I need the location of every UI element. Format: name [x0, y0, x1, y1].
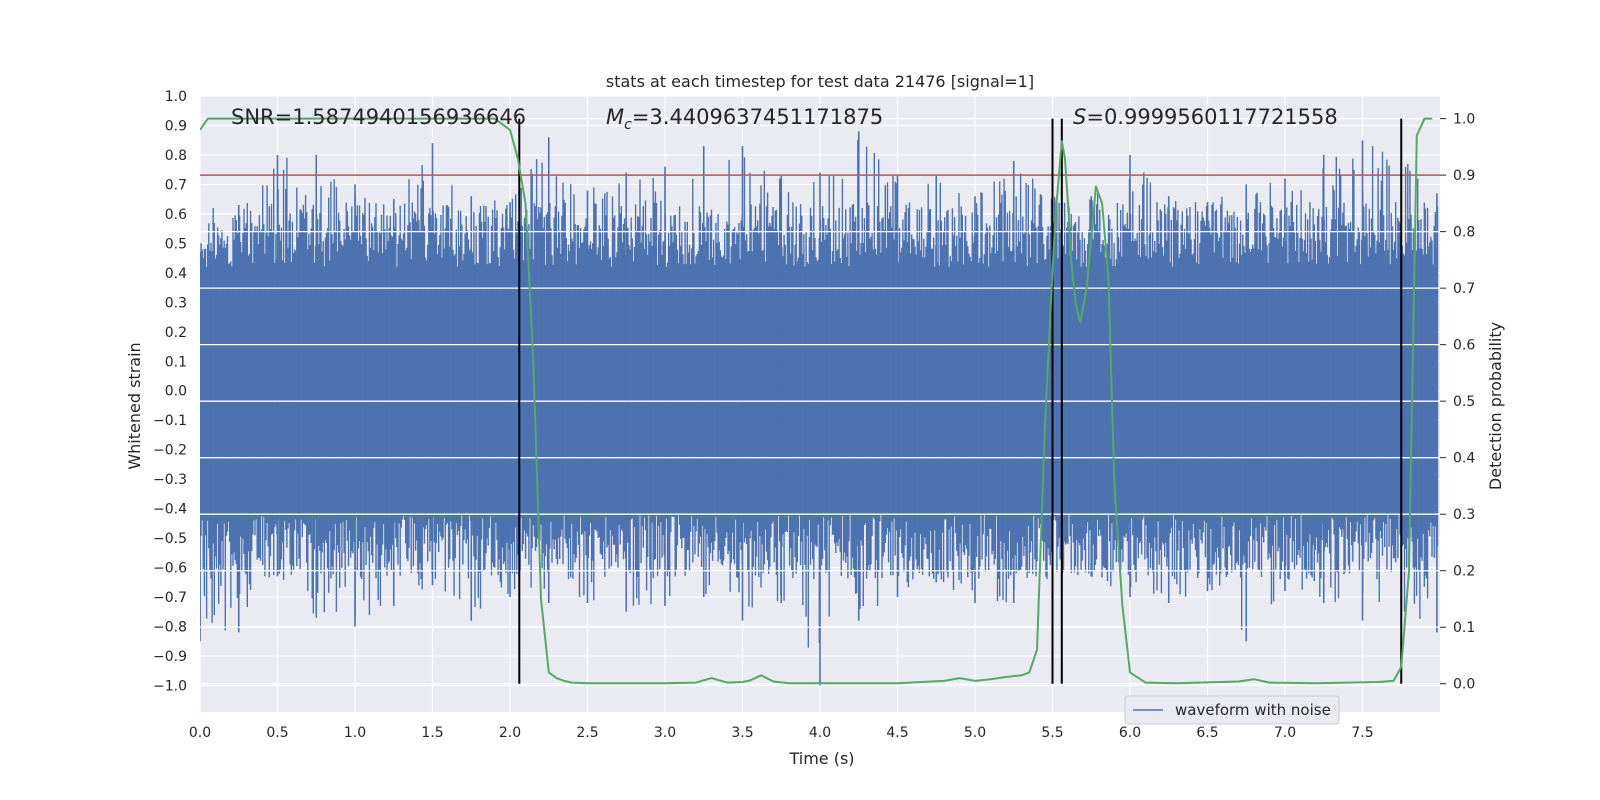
y2-tick-label: 0.2 — [1453, 564, 1475, 580]
x-tick-label: 2.5 — [576, 725, 598, 741]
x-tick-label: 0.5 — [266, 725, 288, 741]
chirp-mass-symbol: M — [606, 105, 624, 129]
legend-box — [1124, 695, 1340, 725]
y2-tick-label: 1.0 — [1453, 112, 1475, 128]
y-tick-label: 0.9 — [165, 118, 187, 134]
y2-tick-label: 0.7 — [1453, 281, 1475, 297]
y2-tick-label: 0.0 — [1453, 677, 1475, 693]
chirp-mass-subscript: c — [624, 117, 632, 133]
y-tick-label: 0.1 — [165, 354, 187, 370]
y-tick-label: −0.9 — [153, 649, 187, 665]
y-tick-label: −0.8 — [153, 620, 187, 636]
y-tick-label: 0.7 — [165, 177, 187, 193]
y-tick-label: 0.8 — [165, 148, 187, 164]
x-tick-label: 3.0 — [654, 725, 676, 741]
y-tick-label: 0.4 — [165, 266, 187, 282]
y-tick-label: −1.0 — [153, 678, 187, 694]
chirp-mass-annotation: Mc=3.4409637451171875 — [606, 105, 883, 133]
y2-tick-label: 0.4 — [1453, 451, 1475, 467]
x-tick-label: 4.0 — [809, 725, 831, 741]
y-tick-label: −0.5 — [153, 531, 187, 547]
y-tick-label: −0.2 — [153, 443, 187, 459]
x-tick-label: 0.0 — [189, 725, 211, 741]
y-tick-label: 0.2 — [165, 325, 187, 341]
y-tick-label: 0.5 — [165, 236, 187, 252]
y2-tick-label: 0.3 — [1453, 507, 1475, 523]
y-tick-label: 0.0 — [165, 384, 187, 400]
x-tick-label: 1.0 — [344, 725, 366, 741]
y-tick-label: 0.3 — [165, 295, 187, 311]
noise-layer — [200, 119, 1439, 686]
x-tick-label: 7.5 — [1351, 725, 1373, 741]
snr-annotation: SNR=1.5874940156936646 — [231, 105, 526, 129]
y-tick-label: 1.0 — [165, 89, 187, 105]
y2-tick-label: 0.5 — [1453, 394, 1475, 410]
chart-title: stats at each timestep for test data 214… — [606, 72, 1034, 91]
marks — [200, 117, 1440, 685]
detection-probability-line — [200, 117, 1433, 685]
y-tick-label: −0.4 — [153, 502, 187, 518]
y-tick-label: −0.6 — [153, 561, 187, 577]
x-tick-label: 4.5 — [886, 725, 908, 741]
x-tick-label: 5.5 — [1041, 725, 1063, 741]
y2-axis-label: Detection probability — [1486, 322, 1505, 490]
y-tick-label: −0.7 — [153, 590, 187, 606]
x-tick-label: 5.0 — [964, 725, 986, 741]
x-tick-label: 6.0 — [1119, 725, 1141, 741]
stat-symbol: S — [1073, 105, 1086, 129]
legend: waveform with noise — [1124, 695, 1340, 725]
legend-label: waveform with noise — [1175, 701, 1331, 719]
y-axis-label: Whitened strain — [125, 342, 144, 469]
y-tick-label: 0.6 — [165, 207, 187, 223]
y2-tick-label: 0.8 — [1453, 225, 1475, 241]
y-tick-label: −0.3 — [153, 472, 187, 488]
y2-tick-label: 0.1 — [1453, 620, 1475, 636]
stat-annotation: S=0.9999560117721558 — [1073, 105, 1338, 129]
x-tick-label: 1.5 — [421, 725, 443, 741]
y2-tick-label: 0.6 — [1453, 338, 1475, 354]
x-tick-label: 7.0 — [1274, 725, 1296, 741]
x-tick-label: 3.5 — [731, 725, 753, 741]
ticks: 1.0 0.9 0.8 0.7 0.6 0.5 0.4 0.3 0.2 0.1 0.0 −0.1 −0.… — [153, 89, 1475, 741]
chirp-mass-value: =3.4409637451171875 — [632, 105, 883, 129]
y2-tick-label: 0.9 — [1453, 168, 1475, 184]
x-axis-label: Time (s) — [788, 749, 854, 768]
x-tick-label: 6.5 — [1196, 725, 1218, 741]
y-tick-label: −0.1 — [153, 413, 187, 429]
x-tick-label: 2.0 — [499, 725, 521, 741]
stat-value: =0.9999560117721558 — [1086, 105, 1337, 129]
